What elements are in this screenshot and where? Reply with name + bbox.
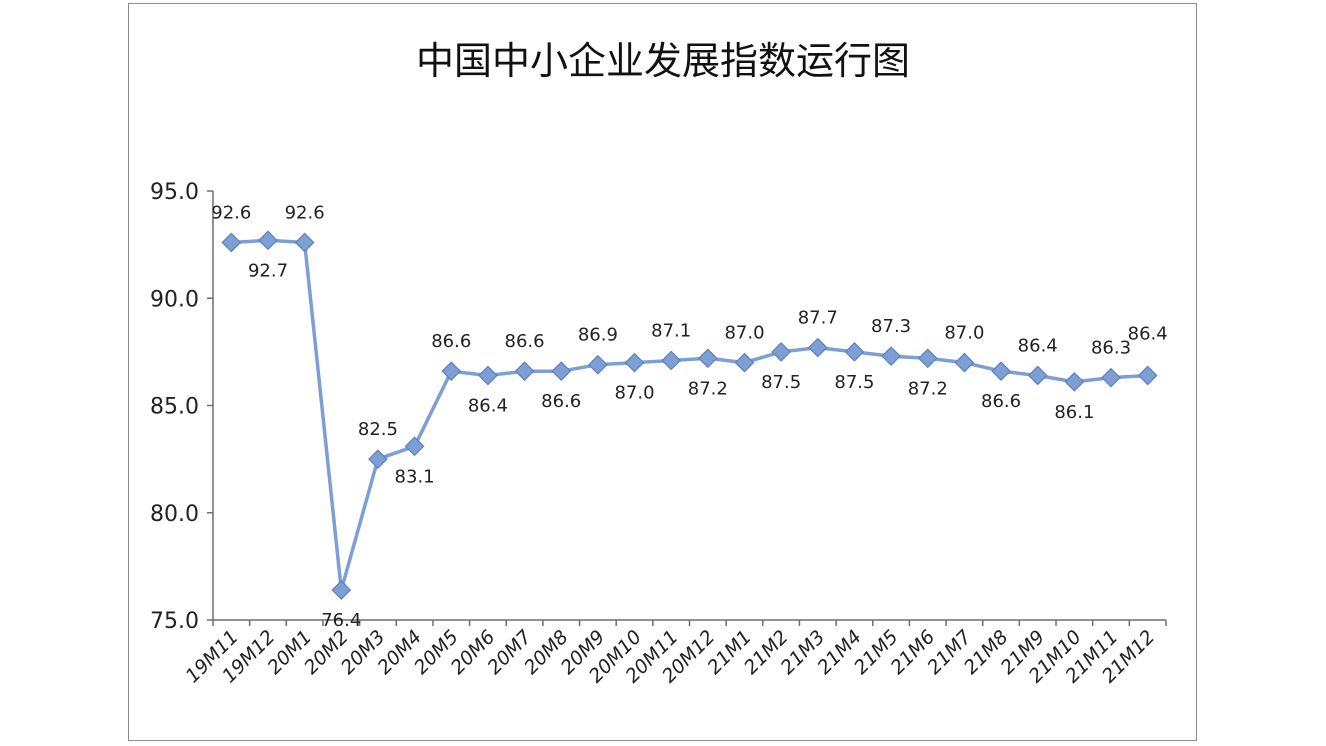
- data-marker: [917, 348, 938, 369]
- data-label: 76.4: [321, 610, 361, 631]
- data-marker: [1027, 365, 1048, 386]
- data-label: 86.3: [1091, 338, 1131, 359]
- data-marker: [294, 232, 315, 253]
- data-label: 86.9: [578, 325, 618, 346]
- data-label: 87.3: [871, 316, 911, 337]
- data-marker: [771, 342, 791, 362]
- data-marker: [331, 580, 352, 600]
- data-marker: [661, 350, 682, 371]
- data-marker: [221, 232, 242, 253]
- y-tick-label: 75.0: [150, 609, 199, 634]
- data-marker: [1064, 372, 1085, 392]
- data-label: 87.2: [688, 378, 728, 399]
- data-marker: [1101, 367, 1121, 388]
- data-marker: [441, 361, 462, 382]
- y-tick-label: 85.0: [150, 395, 199, 420]
- data-label: 92.6: [285, 202, 325, 223]
- data-marker: [258, 230, 278, 251]
- data-marker: [551, 361, 572, 382]
- data-label: 82.5: [358, 419, 398, 440]
- data-marker: [588, 354, 608, 375]
- data-marker: [404, 436, 425, 457]
- data-marker: [514, 361, 535, 382]
- data-label: 92.7: [248, 260, 288, 281]
- data-marker: [697, 348, 718, 369]
- y-tick-labels: 75.0 80.0 85.0 90.0 95.0: [150, 180, 213, 634]
- data-label: 86.4: [468, 395, 508, 416]
- y-tick-label: 90.0: [150, 287, 199, 312]
- data-label: 87.5: [834, 372, 874, 393]
- y-tick-label: 80.0: [150, 502, 199, 527]
- data-label: 86.6: [431, 331, 471, 352]
- data-markers: [221, 230, 1158, 600]
- data-label: 87.2: [908, 378, 948, 399]
- data-marker: [368, 449, 388, 469]
- axes: [212, 191, 1166, 621]
- data-labels: 92.6 92.7 92.6 76.4 82.5 83.1 86.6 86.4 86.6 86.6…: [211, 202, 1167, 630]
- data-marker: [1137, 365, 1158, 386]
- data-marker: [734, 352, 755, 373]
- data-label: 87.0: [724, 323, 764, 344]
- data-label: 86.6: [981, 391, 1021, 412]
- y-tick-label: 95.0: [150, 180, 199, 205]
- data-label: 83.1: [395, 466, 435, 487]
- data-marker: [991, 361, 1011, 382]
- data-label: 87.0: [614, 383, 654, 404]
- data-label: 87.7: [798, 308, 838, 329]
- data-label: 86.1: [1054, 402, 1094, 423]
- chart-svg: 中国中小企业发展指数运行图 75.080.085.090.095.0 19M11…: [150, 39, 1168, 687]
- data-label: 87.1: [651, 320, 691, 341]
- data-marker: [624, 352, 645, 373]
- data-marker: [478, 365, 498, 386]
- data-marker: [954, 352, 975, 373]
- data-label: 86.6: [541, 391, 581, 412]
- data-label: 86.6: [505, 331, 545, 352]
- data-marker: [844, 342, 865, 362]
- data-label: 86.4: [1128, 323, 1168, 344]
- data-label: 87.0: [944, 323, 984, 344]
- data-marker: [881, 346, 901, 367]
- data-label: 87.5: [761, 372, 801, 393]
- data-label: 92.6: [211, 202, 251, 223]
- series-line: [231, 238, 1148, 592]
- chart-frame: 中国中小企业发展指数运行图 75.0 80.0 85.0 90.0 95.0 19M11…: [128, 3, 1197, 741]
- data-marker: [807, 337, 828, 358]
- data-label: 86.4: [1018, 335, 1058, 356]
- chart-title: 中国中小企业发展指数运行图: [416, 39, 910, 83]
